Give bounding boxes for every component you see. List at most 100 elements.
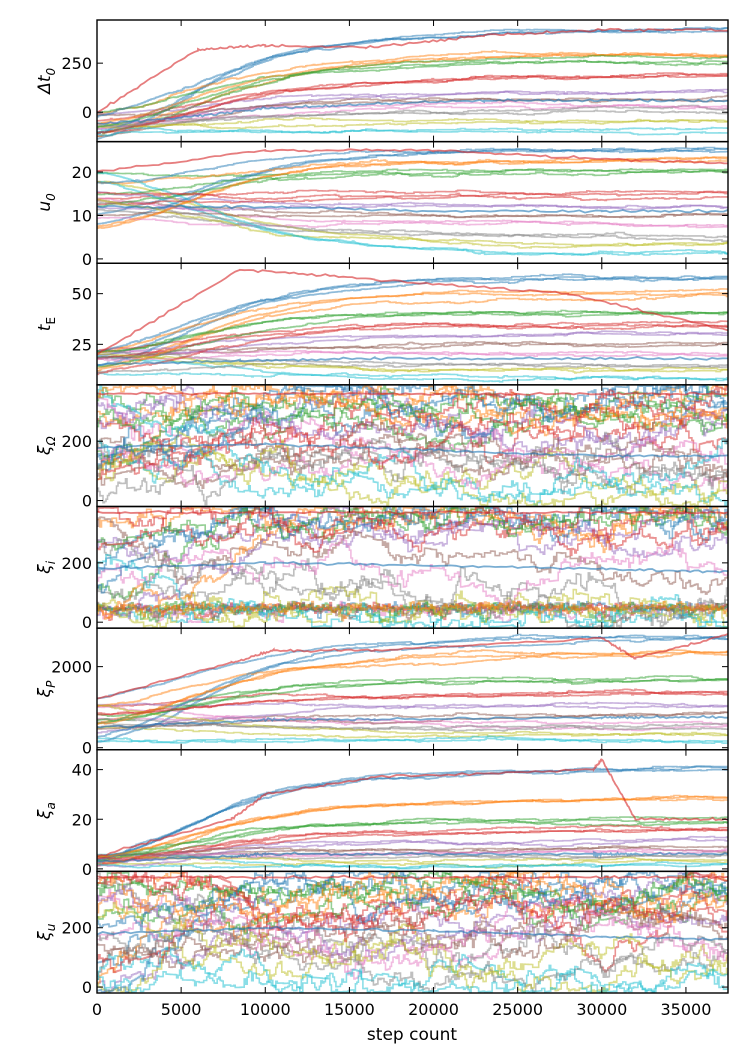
x-tick-label: 5000: [161, 1000, 202, 1019]
walker-trace: [97, 948, 728, 993]
walker-trace: [97, 195, 728, 206]
walker-trace: [97, 923, 728, 993]
walker-trace: [97, 824, 728, 860]
y-tick-label: 200: [61, 432, 92, 451]
walker-trace: [97, 385, 728, 472]
walker-trace: [97, 855, 728, 864]
y-tick-label: 25: [72, 335, 92, 354]
series-trace-series_y_upper: [97, 268, 728, 356]
y-tick-label: 2000: [51, 658, 92, 677]
series-trace-series_y_median: [97, 97, 728, 126]
y-axis-label-sub: P: [44, 680, 58, 688]
walker-trace: [97, 147, 728, 185]
walker-trace: [97, 704, 728, 737]
walker-trace: [97, 845, 728, 859]
walker-trace: [97, 275, 728, 353]
walker-trace: [97, 156, 728, 228]
walker-trace: [97, 88, 728, 115]
walker-trace: [97, 431, 728, 507]
panel-frame: [96, 870, 729, 994]
walker-trace: [97, 198, 728, 249]
walker-trace: [97, 861, 728, 869]
walker-trace: [97, 190, 728, 200]
y-axis-label-xii: ξi: [35, 560, 58, 574]
walker-trace: [97, 649, 728, 725]
walker-trace: [97, 538, 728, 628]
y-axis-label-sub: u: [44, 923, 58, 931]
y-axis-label-xiu: ξu: [35, 923, 58, 941]
walker-trace: [97, 169, 728, 196]
walker-trace: [97, 341, 728, 359]
series-trace-series_y_median: [97, 355, 728, 367]
walker-trace: [97, 126, 728, 136]
y-tick-label: 0: [82, 492, 92, 511]
walker-trace: [97, 362, 728, 373]
walker-trace: [97, 675, 728, 722]
walker-trace: [97, 309, 728, 353]
walker-trace: [97, 180, 728, 247]
y-tick-label: 0: [82, 613, 92, 632]
walker-trace: [97, 506, 728, 620]
series-trace-series_y_median: [97, 442, 728, 458]
series-trace-series_y_median: [97, 714, 728, 729]
walker-trace: [97, 858, 728, 869]
y-tick-label: 0: [82, 103, 92, 122]
series-trace-series_y_upper: [97, 148, 728, 173]
y-tick-label: 200: [61, 554, 92, 573]
series-trace-series_y_upper: [97, 27, 728, 114]
x-tick-label: 15000: [324, 1000, 375, 1019]
walker-trace: [97, 74, 728, 134]
walker-trace: [97, 330, 728, 356]
walker-trace: [97, 216, 728, 228]
walker-trace: [97, 431, 728, 506]
walker-trace: [97, 688, 728, 716]
walker-trace: [97, 324, 728, 360]
series-trace-series_y_median: [97, 204, 728, 214]
y-axis-label-u0: u0: [35, 193, 58, 212]
walker-trace: [97, 168, 728, 208]
walker-traces-dt0: [97, 26, 728, 140]
walker-traces-tE: [97, 268, 728, 383]
walker-trace: [97, 52, 728, 125]
panel-xiP: 0 2000 ξP: [35, 627, 729, 758]
x-tick-label: 25000: [492, 1000, 543, 1019]
walker-traces-xiP: [97, 633, 728, 744]
panel-frame: [96, 627, 729, 751]
walker-trace: [97, 350, 728, 362]
walker-trace: [97, 797, 728, 859]
y-axis-label-main: t: [35, 323, 55, 331]
walker-trace: [97, 506, 728, 553]
series-trace-series_y_upper: [97, 510, 728, 515]
walker-trace: [97, 871, 728, 924]
walker-trace: [97, 600, 728, 622]
walker-traces-u0: [97, 146, 728, 256]
y-tick-label: 0: [82, 739, 92, 758]
y-axis-label-main: u: [35, 201, 55, 212]
y-axis-label-main: ξ: [35, 931, 55, 942]
walker-trace: [97, 204, 728, 212]
y-tick-label: 0: [82, 860, 92, 879]
series-trace-series_y_upper: [97, 874, 728, 880]
walker-trace: [97, 385, 728, 433]
walker-trace: [97, 109, 728, 128]
walker-trace: [97, 202, 728, 239]
y-axis-label-sub: 0: [44, 67, 58, 75]
y-axis-label-main: ξ: [35, 809, 55, 820]
y-tick-label: 0: [82, 250, 92, 269]
y-tick-label: 20: [72, 810, 92, 829]
walker-trace: [97, 440, 728, 507]
walker-trace: [97, 30, 728, 118]
y-tick-label: 50: [72, 285, 92, 304]
walker-trace: [97, 288, 728, 354]
walker-trace: [97, 277, 728, 367]
walker-trace: [97, 637, 728, 738]
walker-trace: [97, 385, 728, 481]
walker-trace: [97, 893, 728, 973]
walker-trace: [97, 168, 728, 178]
x-tick-label: 20000: [408, 1000, 459, 1019]
walker-trace: [97, 852, 728, 861]
